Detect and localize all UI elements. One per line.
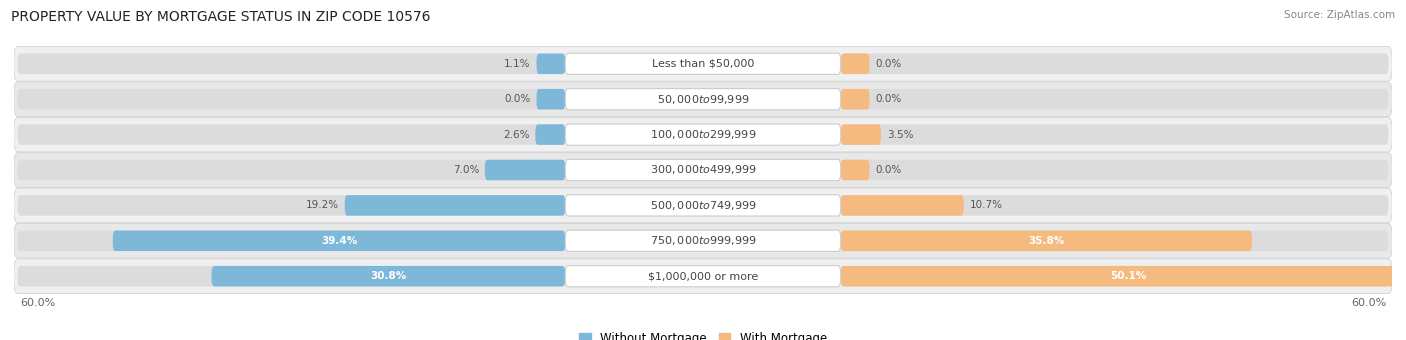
FancyBboxPatch shape — [841, 124, 882, 145]
FancyBboxPatch shape — [17, 89, 565, 109]
FancyBboxPatch shape — [841, 53, 1389, 74]
Text: 3.5%: 3.5% — [887, 130, 914, 140]
FancyBboxPatch shape — [841, 195, 1389, 216]
FancyBboxPatch shape — [565, 195, 841, 216]
Text: 7.0%: 7.0% — [453, 165, 479, 175]
FancyBboxPatch shape — [17, 124, 565, 145]
FancyBboxPatch shape — [17, 53, 565, 74]
Text: 0.0%: 0.0% — [505, 94, 531, 104]
FancyBboxPatch shape — [17, 195, 565, 216]
FancyBboxPatch shape — [485, 160, 565, 180]
Text: 10.7%: 10.7% — [969, 200, 1002, 210]
FancyBboxPatch shape — [14, 117, 1392, 152]
Legend: Without Mortgage, With Mortgage: Without Mortgage, With Mortgage — [574, 328, 832, 340]
FancyBboxPatch shape — [841, 231, 1389, 251]
FancyBboxPatch shape — [841, 266, 1389, 287]
FancyBboxPatch shape — [841, 195, 963, 216]
FancyBboxPatch shape — [841, 160, 1389, 180]
FancyBboxPatch shape — [17, 266, 565, 287]
FancyBboxPatch shape — [565, 266, 841, 287]
FancyBboxPatch shape — [14, 82, 1392, 117]
FancyBboxPatch shape — [537, 89, 565, 109]
FancyBboxPatch shape — [112, 231, 565, 251]
FancyBboxPatch shape — [537, 53, 565, 74]
Text: Less than $50,000: Less than $50,000 — [652, 59, 754, 69]
FancyBboxPatch shape — [17, 231, 565, 251]
FancyBboxPatch shape — [841, 266, 1406, 287]
FancyBboxPatch shape — [841, 89, 1389, 109]
FancyBboxPatch shape — [565, 53, 841, 74]
Text: Source: ZipAtlas.com: Source: ZipAtlas.com — [1284, 10, 1395, 20]
Text: 30.8%: 30.8% — [370, 271, 406, 281]
Text: 1.1%: 1.1% — [505, 59, 531, 69]
FancyBboxPatch shape — [17, 160, 565, 180]
Text: 60.0%: 60.0% — [1351, 298, 1386, 308]
Text: 19.2%: 19.2% — [307, 200, 339, 210]
Text: PROPERTY VALUE BY MORTGAGE STATUS IN ZIP CODE 10576: PROPERTY VALUE BY MORTGAGE STATUS IN ZIP… — [11, 10, 430, 24]
Text: 2.6%: 2.6% — [503, 130, 530, 140]
FancyBboxPatch shape — [565, 159, 841, 181]
Text: $500,000 to $749,999: $500,000 to $749,999 — [650, 199, 756, 212]
FancyBboxPatch shape — [14, 47, 1392, 81]
Text: 35.8%: 35.8% — [1028, 236, 1064, 246]
FancyBboxPatch shape — [565, 89, 841, 110]
Text: $300,000 to $499,999: $300,000 to $499,999 — [650, 164, 756, 176]
Text: 39.4%: 39.4% — [321, 236, 357, 246]
FancyBboxPatch shape — [211, 266, 565, 287]
Text: $50,000 to $99,999: $50,000 to $99,999 — [657, 93, 749, 106]
Text: 60.0%: 60.0% — [20, 298, 55, 308]
FancyBboxPatch shape — [14, 223, 1392, 258]
FancyBboxPatch shape — [536, 124, 565, 145]
FancyBboxPatch shape — [841, 53, 869, 74]
FancyBboxPatch shape — [344, 195, 565, 216]
FancyBboxPatch shape — [14, 259, 1392, 293]
FancyBboxPatch shape — [841, 160, 869, 180]
FancyBboxPatch shape — [565, 124, 841, 145]
FancyBboxPatch shape — [14, 153, 1392, 187]
Text: $1,000,000 or more: $1,000,000 or more — [648, 271, 758, 281]
Text: $750,000 to $999,999: $750,000 to $999,999 — [650, 234, 756, 247]
Text: 0.0%: 0.0% — [875, 94, 901, 104]
Text: $100,000 to $299,999: $100,000 to $299,999 — [650, 128, 756, 141]
FancyBboxPatch shape — [841, 231, 1251, 251]
FancyBboxPatch shape — [841, 124, 1389, 145]
Text: 0.0%: 0.0% — [875, 59, 901, 69]
Text: 50.1%: 50.1% — [1111, 271, 1146, 281]
Text: 0.0%: 0.0% — [875, 165, 901, 175]
FancyBboxPatch shape — [565, 230, 841, 251]
FancyBboxPatch shape — [14, 188, 1392, 223]
FancyBboxPatch shape — [841, 89, 869, 109]
